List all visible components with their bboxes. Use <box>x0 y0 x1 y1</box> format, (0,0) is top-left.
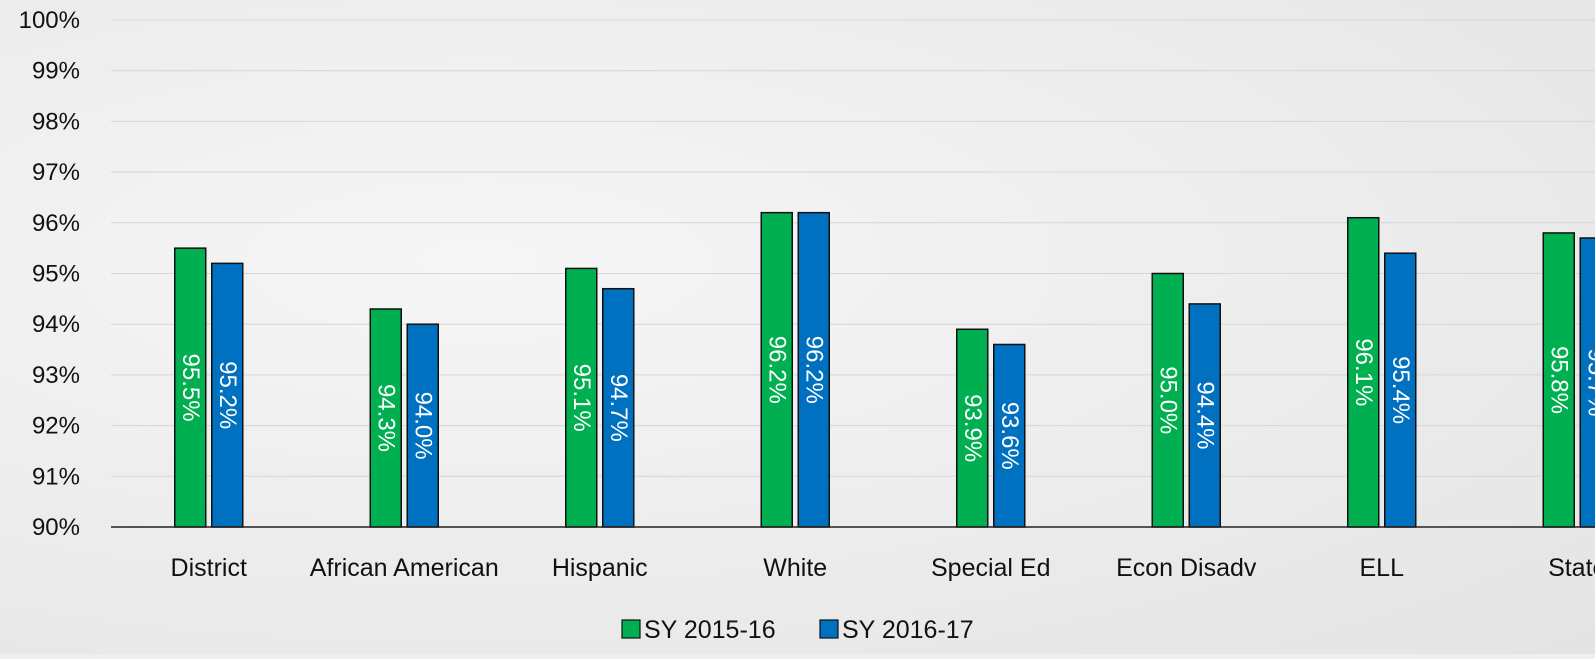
y-axis-ticks: 90% 91% 92% 93% 94% 95% 96% 97% 98% 99% 100% <box>19 7 80 541</box>
y-tick-label: 95% <box>32 261 80 288</box>
x-category-label: ELL <box>1360 554 1405 582</box>
data-label: 95.4% <box>1387 356 1414 424</box>
data-label: 93.9% <box>959 394 986 462</box>
y-tick-label: 94% <box>32 311 80 338</box>
data-label: 95.0% <box>1154 366 1181 434</box>
legend-label: SY 2015-16 <box>644 616 776 644</box>
x-category-label: State <box>1548 554 1595 582</box>
y-tick-label: 97% <box>32 159 80 186</box>
legend: SY 2015-16 SY 2016-17 <box>621 616 974 644</box>
y-tick-label: 96% <box>32 210 80 237</box>
bar-sy2015-16 <box>1542 232 1575 528</box>
bar-sy2015-16 <box>1347 216 1380 528</box>
data-label: 95.5% <box>177 354 204 422</box>
data-label: 94.7% <box>605 374 632 442</box>
x-category-label: Econ Disadv <box>1116 554 1257 582</box>
x-category-label: Hispanic <box>552 554 648 582</box>
gridlines <box>111 19 1595 477</box>
y-tick-label: 99% <box>32 58 80 85</box>
data-label: 94.3% <box>372 384 399 452</box>
bar-sy2015-16 <box>174 247 207 528</box>
data-label: 96.2% <box>763 336 790 404</box>
x-axis-categories: District African American Hispanic White Spe… <box>171 554 1595 582</box>
bar-sy2016-17 <box>602 287 635 528</box>
bar-sy2015-16 <box>565 267 598 528</box>
data-label: 95.1% <box>568 364 595 432</box>
bar-sy2015-16 <box>760 211 793 528</box>
data-label: 94.4% <box>1191 381 1218 449</box>
y-tick-label: 90% <box>32 514 80 541</box>
bar-sy2016-17 <box>1384 252 1417 528</box>
bar-sy2016-17 <box>211 262 244 528</box>
data-label: 95.8% <box>1545 346 1572 414</box>
x-category-label: District <box>171 554 247 582</box>
data-label: 93.6% <box>996 402 1023 470</box>
legend-swatch <box>819 619 839 639</box>
data-label: 96.2% <box>800 336 827 404</box>
bar-sy2016-17 <box>1579 237 1595 528</box>
bars <box>174 211 1595 528</box>
bar-sy2016-17 <box>1188 303 1221 528</box>
legend-swatch <box>621 619 641 639</box>
bar-sy2016-17 <box>406 323 439 528</box>
y-tick-label: 93% <box>32 362 80 389</box>
y-tick-label: 91% <box>32 463 80 490</box>
data-label: 96.1% <box>1350 338 1377 406</box>
y-tick-label: 98% <box>32 108 80 135</box>
y-tick-label: 92% <box>32 413 80 440</box>
bar-sy2016-17 <box>993 343 1026 528</box>
legend-label: SY 2016-17 <box>842 616 974 644</box>
data-labels: 95.5% 95.2% 94.3% 94.0% 95.1% 94.7% 96.2% 96.2%… <box>177 336 1595 470</box>
y-tick-label: 100% <box>19 7 80 34</box>
data-label: 94.0% <box>409 392 436 460</box>
data-label: 95.7% <box>1582 348 1595 416</box>
x-category-label: White <box>763 554 827 582</box>
bar-sy2015-16 <box>956 328 989 528</box>
x-category-label: Special Ed <box>931 554 1051 582</box>
x-category-label: African American <box>310 554 499 582</box>
data-label: 95.2% <box>214 361 241 429</box>
